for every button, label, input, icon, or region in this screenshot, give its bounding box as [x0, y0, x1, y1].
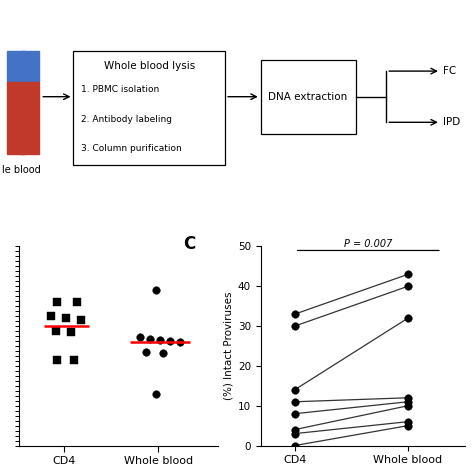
Text: C: C [183, 235, 195, 253]
Bar [7, 82, 25, 154]
Bar [21, 82, 39, 154]
Text: DNA extraction: DNA extraction [268, 91, 348, 102]
Bar [7, 51, 25, 82]
Text: 3. Column purification: 3. Column purification [81, 145, 182, 154]
Y-axis label: (%) Intact Proviruses: (%) Intact Proviruses [224, 292, 234, 400]
Text: Whole blood lysis: Whole blood lysis [104, 62, 195, 72]
Text: FC: FC [443, 66, 456, 76]
Bar [73, 51, 225, 165]
Text: IPD: IPD [443, 117, 460, 128]
Bar [21, 51, 39, 82]
Text: 2. Antibody labeling: 2. Antibody labeling [81, 115, 172, 124]
Text: le blood: le blood [2, 165, 41, 175]
Text: 1. PBMC isolation: 1. PBMC isolation [81, 85, 159, 94]
Bar [261, 60, 356, 134]
Text: P = 0.007: P = 0.007 [344, 239, 392, 249]
